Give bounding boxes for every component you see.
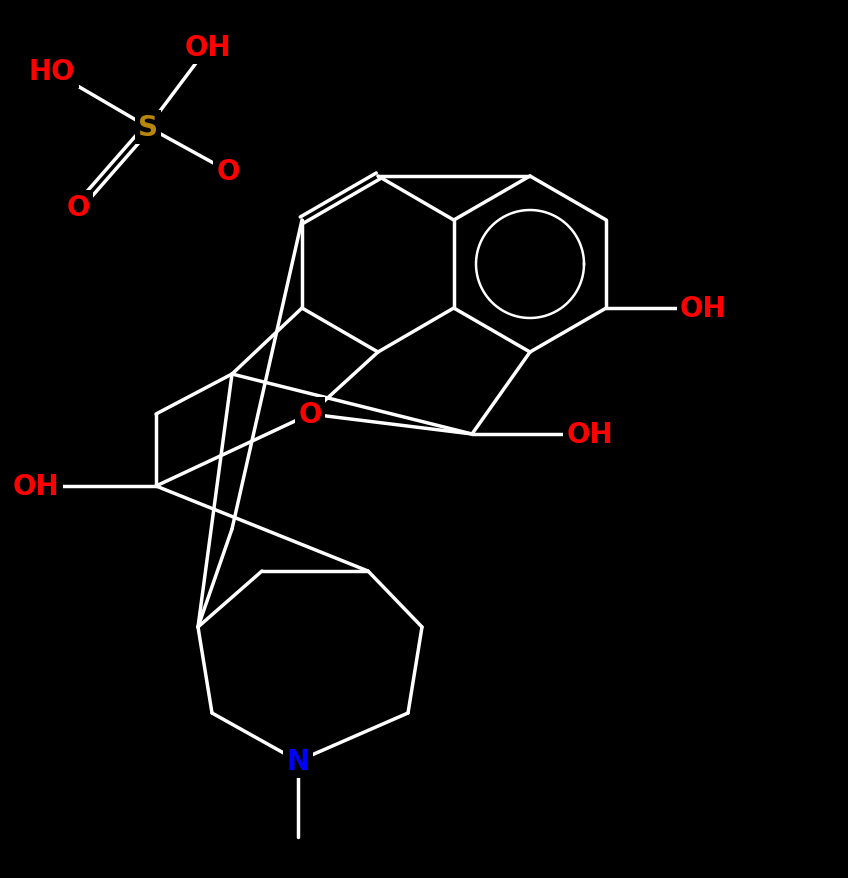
Text: HO: HO bbox=[29, 58, 75, 86]
Text: S: S bbox=[138, 114, 158, 142]
Text: N: N bbox=[287, 747, 310, 775]
Text: O: O bbox=[66, 194, 90, 222]
Text: OH: OH bbox=[680, 295, 727, 322]
Text: O: O bbox=[298, 400, 321, 428]
Text: O: O bbox=[216, 158, 240, 186]
Text: OH: OH bbox=[13, 472, 59, 500]
Text: OH: OH bbox=[185, 34, 232, 62]
Text: OH: OH bbox=[566, 421, 613, 449]
